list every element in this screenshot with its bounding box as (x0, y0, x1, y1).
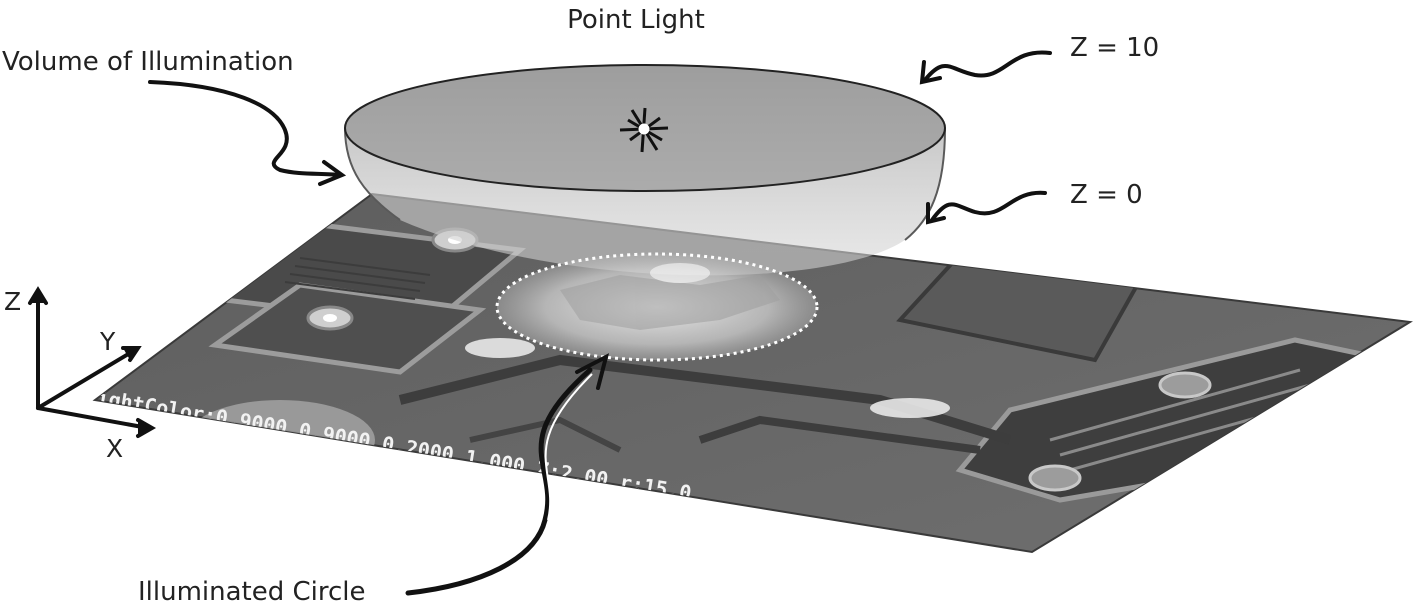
point-light-icon (619, 107, 669, 153)
leader-arrows (148, 50, 1052, 596)
label-illuminated-circle: Illuminated Circle (138, 577, 366, 607)
arrow-z-bottom (930, 190, 1047, 222)
component-block-middle (208, 282, 487, 375)
y-axis (36, 348, 137, 410)
label-z-10: Z = 10 (1070, 33, 1159, 63)
axis-gizmo (28, 286, 157, 438)
arrow-illuminated-circle (405, 367, 593, 596)
label-point-light: Point Light (567, 5, 705, 35)
sprite-left (465, 338, 535, 358)
arrow-z-top (923, 50, 1052, 82)
illuminated-content (560, 263, 780, 330)
axis-label-y: Y (99, 327, 116, 356)
axis-label-x: X (106, 434, 123, 463)
label-z-0: Z = 0 (1070, 180, 1143, 210)
sprite-right (870, 398, 950, 418)
arrow-volume (148, 80, 342, 177)
x-axis (36, 406, 150, 430)
label-volume-of-illumination: Volume of Illumination (2, 47, 294, 77)
axis-label-z: Z (4, 287, 21, 316)
